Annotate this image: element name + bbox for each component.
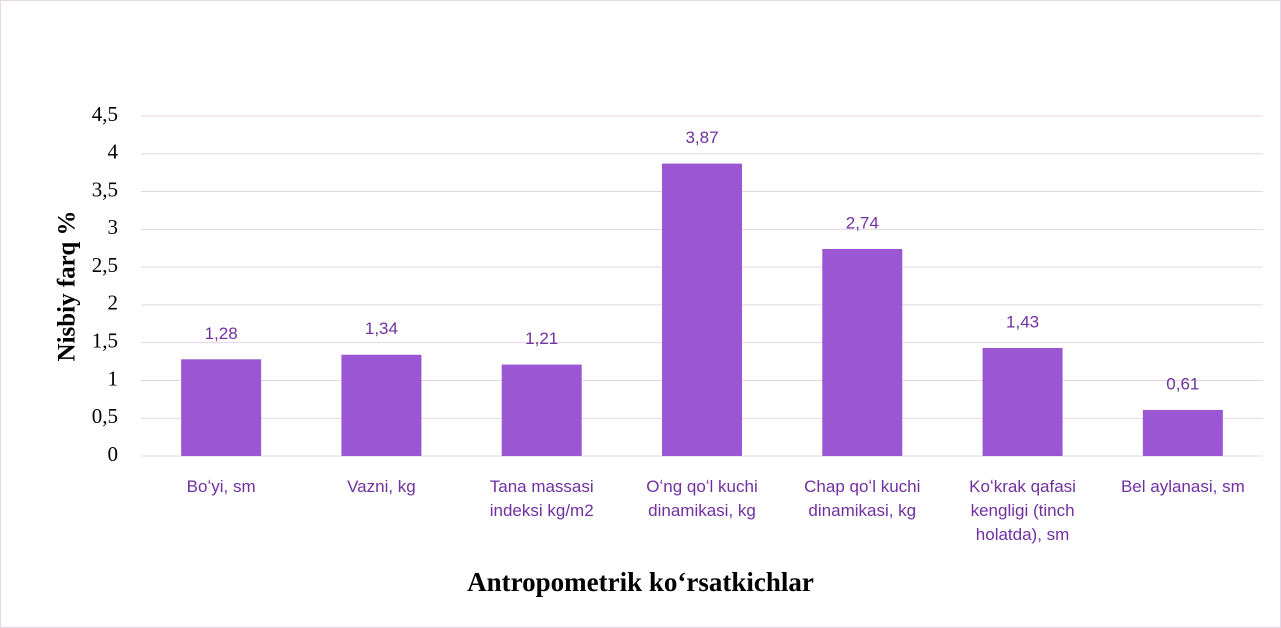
y-tick-label: 2,5 [92,253,118,277]
y-tick-label: 1,5 [92,328,118,352]
y-tick-label: 3 [108,215,119,239]
value-label: 2,74 [846,213,879,232]
bar [982,347,1063,456]
x-tick-label: Vazni, kg [347,477,416,496]
bar [501,364,582,456]
y-tick-label: 2 [108,291,119,315]
y-tick-label: 4 [108,140,119,164]
bar [822,248,903,456]
y-tick-label: 0 [108,442,119,466]
x-tick-label: Tana massasi indeksi kg/m2 [489,477,594,520]
bar [341,354,422,456]
y-tick-label: 1 [108,366,119,390]
x-tick-label: Chap qoʻl kuchi dinamikasi, kg [804,477,921,520]
value-label: 0,61 [1166,374,1199,393]
y-axis-title: Nisbiy farq % [54,211,81,362]
x-tick-label: Bel aylanasi, sm [1120,477,1245,496]
x-tick-label: Oʻng qoʻl kuchi dinamikasi, kg [646,477,758,520]
value-label: 1,34 [365,319,398,338]
x-axis-title: Antropometrik koʻrsatkichlar [467,567,814,597]
x-tick-label: Koʻkrak qafasi kengligi (tinch holatda),… [969,477,1076,544]
bar [1142,409,1223,456]
bar [662,163,742,456]
y-tick-label: 3,5 [92,177,118,201]
value-label: 1,28 [205,324,238,343]
y-tick-label: 4,5 [92,102,118,126]
value-label: 1,43 [1006,312,1039,331]
y-tick-label: 0,5 [92,404,118,428]
value-label: 1,21 [525,329,558,348]
bar [181,359,262,456]
value-label: 3,87 [685,128,718,147]
x-tick-label: Boʻyi, sm [186,477,256,496]
